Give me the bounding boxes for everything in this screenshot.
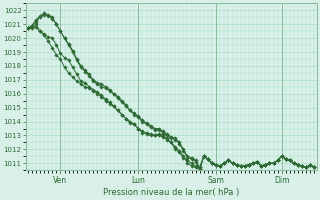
X-axis label: Pression niveau de la mer( hPa ): Pression niveau de la mer( hPa ) (103, 188, 239, 197)
